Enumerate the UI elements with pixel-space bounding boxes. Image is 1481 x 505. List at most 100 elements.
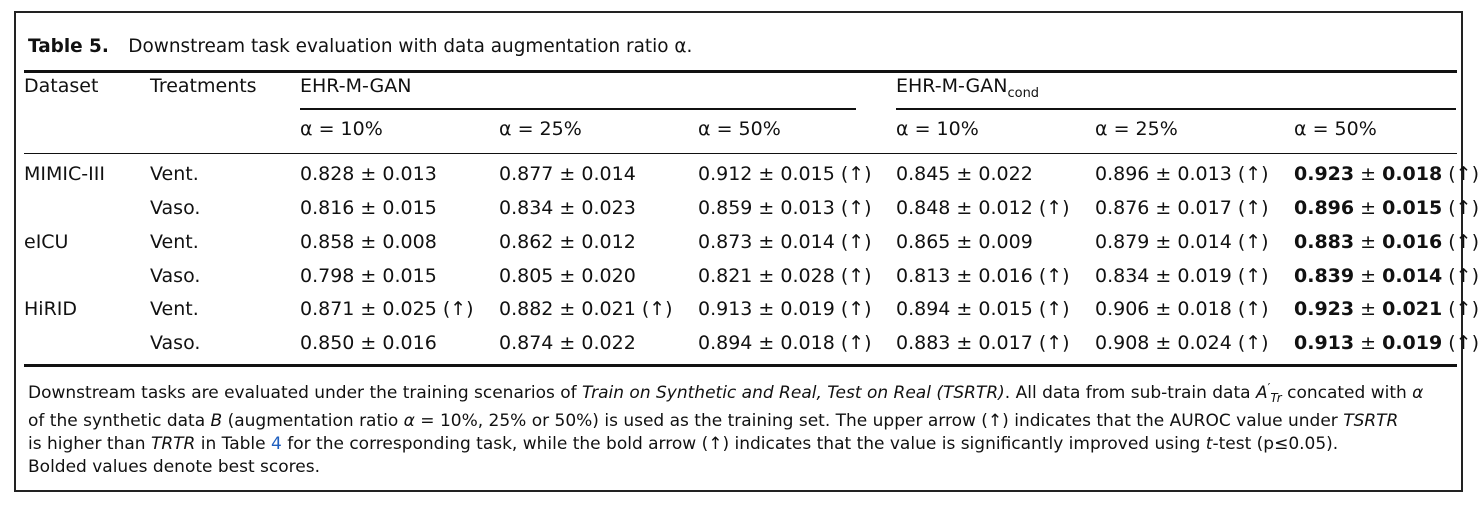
cell-value: 0.894 ± 0.018 <box>698 332 835 354</box>
up-arrow-icon: (↑) <box>840 231 872 253</box>
cell-value: 0.865 ± 0.009 <box>896 231 1033 253</box>
treatment-cell: Vent. <box>150 298 199 320</box>
value-cell: 0.865 ± 0.009 <box>896 233 1033 252</box>
cell-value: 0.834 ± 0.023 <box>499 197 636 219</box>
up-arrow-icon: (↑) <box>1448 197 1480 219</box>
group1-underline <box>300 108 856 110</box>
value-cell: 0.894 ± 0.018 (↑) <box>698 334 872 353</box>
footnote-line-1: Downstream tasks are evaluated under the… <box>28 381 1424 405</box>
dataset-cell: HiRID <box>24 298 78 320</box>
cell-value: 0.883 ± 0.017 <box>896 332 1033 354</box>
value-cell: 0.882 ± 0.021 (↑) <box>499 300 673 319</box>
mid-rule <box>24 153 1457 154</box>
table-label: Table 5. <box>28 35 109 57</box>
up-arrow-icon: (↑) <box>1237 332 1269 354</box>
value-cell: 0.845 ± 0.022 <box>896 165 1033 184</box>
up-arrow-icon: (↑) <box>1038 332 1070 354</box>
up-arrow-icon: (↑) <box>1448 265 1480 287</box>
cell-value: 0.821 ± 0.028 <box>698 265 835 287</box>
header-ehr-m-gan: EHR-M-GAN <box>300 75 412 97</box>
value-cell: 0.908 ± 0.024 (↑) <box>1095 334 1269 353</box>
up-arrow-icon: (↑) <box>1237 265 1269 287</box>
value-cell: 0.871 ± 0.025 (↑) <box>300 300 474 319</box>
value-cell: 0.913 ± 0.019 (↑) <box>1294 334 1479 353</box>
best-mean: 0.883 <box>1294 231 1355 253</box>
caption-text: Downstream task evaluation with data aug… <box>128 35 693 57</box>
plus-minus: ± <box>1354 163 1383 185</box>
up-arrow-icon: (↑) <box>840 332 872 354</box>
cell-value: 0.845 ± 0.022 <box>896 163 1033 185</box>
cell-value: 0.813 ± 0.016 <box>896 265 1033 287</box>
up-arrow-icon: (↑) <box>1448 231 1480 253</box>
table-caption: Table 5. Downstream task evaluation with … <box>28 35 692 57</box>
up-arrow-icon: (↑) <box>1237 163 1269 185</box>
value-cell: 0.839 ± 0.014 (↑) <box>1294 267 1479 286</box>
table-frame: Table 5. Downstream task evaluation with … <box>14 11 1479 492</box>
best-std: 0.018 <box>1382 163 1443 185</box>
value-cell: 0.834 ± 0.019 (↑) <box>1095 267 1269 286</box>
best-std: 0.014 <box>1382 265 1443 287</box>
plus-minus: ± <box>1354 332 1383 354</box>
best-mean: 0.896 <box>1294 197 1355 219</box>
up-arrow-icon: (↑) <box>840 197 872 219</box>
cell-value: 0.912 ± 0.015 <box>698 163 835 185</box>
ratio-header-5: α = 50% <box>1294 118 1377 140</box>
value-cell: 0.816 ± 0.015 <box>300 199 437 218</box>
plus-minus: ± <box>1354 298 1383 320</box>
value-cell: 0.923 ± 0.018 (↑) <box>1294 165 1479 184</box>
value-cell: 0.821 ± 0.028 (↑) <box>698 267 872 286</box>
treatment-cell: Vent. <box>150 231 199 253</box>
cell-value: 0.848 ± 0.012 <box>896 197 1033 219</box>
value-cell: 0.805 ± 0.020 <box>499 267 636 286</box>
cell-value: 0.894 ± 0.015 <box>896 298 1033 320</box>
cell-value: 0.850 ± 0.016 <box>300 332 437 354</box>
up-arrow-icon: (↑) <box>1448 332 1480 354</box>
best-mean: 0.923 <box>1294 163 1355 185</box>
plus-minus: ± <box>1354 265 1383 287</box>
cell-value: 0.877 ± 0.014 <box>499 163 636 185</box>
footnote-line-4: Bolded values denote best scores. <box>28 457 320 477</box>
plus-minus: ± <box>1354 231 1383 253</box>
value-cell: 0.906 ± 0.018 (↑) <box>1095 300 1269 319</box>
up-arrow-icon: (↑) <box>442 298 474 320</box>
top-rule <box>24 70 1457 73</box>
cell-value: 0.873 ± 0.014 <box>698 231 835 253</box>
value-cell: 0.883 ± 0.017 (↑) <box>896 334 1070 353</box>
value-cell: 0.813 ± 0.016 (↑) <box>896 267 1070 286</box>
dataset-cell: MIMIC-III <box>24 163 105 185</box>
up-arrow-icon: (↑) <box>1237 197 1269 219</box>
best-std: 0.016 <box>1382 231 1443 253</box>
up-arrow-icon: (↑) <box>641 298 673 320</box>
value-cell: 0.859 ± 0.013 (↑) <box>698 199 872 218</box>
ratio-header-1: α = 25% <box>499 118 582 140</box>
value-cell: 0.913 ± 0.019 (↑) <box>698 300 872 319</box>
best-std: 0.019 <box>1382 332 1443 354</box>
cell-value: 0.913 ± 0.019 <box>698 298 835 320</box>
value-cell: 0.876 ± 0.017 (↑) <box>1095 199 1269 218</box>
value-cell: 0.873 ± 0.014 (↑) <box>698 233 872 252</box>
cell-value: 0.876 ± 0.017 <box>1095 197 1232 219</box>
cell-value: 0.871 ± 0.025 <box>300 298 437 320</box>
cell-value: 0.859 ± 0.013 <box>698 197 835 219</box>
cell-value: 0.896 ± 0.013 <box>1095 163 1232 185</box>
value-cell: 0.877 ± 0.014 <box>499 165 636 184</box>
cell-value: 0.858 ± 0.008 <box>300 231 437 253</box>
cell-value: 0.874 ± 0.022 <box>499 332 636 354</box>
cell-value: 0.908 ± 0.024 <box>1095 332 1232 354</box>
cell-value: 0.828 ± 0.013 <box>300 163 437 185</box>
ratio-header-2: α = 50% <box>698 118 781 140</box>
value-cell: 0.896 ± 0.015 (↑) <box>1294 199 1479 218</box>
cell-value: 0.862 ± 0.012 <box>499 231 636 253</box>
treatment-cell: Vaso. <box>150 332 201 354</box>
ratio-header-3: α = 10% <box>896 118 979 140</box>
table-4-link[interactable]: 4 <box>271 434 282 454</box>
treatment-cell: Vaso. <box>150 265 201 287</box>
value-cell: 0.874 ± 0.022 <box>499 334 636 353</box>
treatment-cell: Vaso. <box>150 197 201 219</box>
value-cell: 0.894 ± 0.015 (↑) <box>896 300 1070 319</box>
value-cell: 0.923 ± 0.021 (↑) <box>1294 300 1479 319</box>
value-cell: 0.862 ± 0.012 <box>499 233 636 252</box>
value-cell: 0.858 ± 0.008 <box>300 233 437 252</box>
dataset-cell: eICU <box>24 231 69 253</box>
value-cell: 0.883 ± 0.016 (↑) <box>1294 233 1479 252</box>
